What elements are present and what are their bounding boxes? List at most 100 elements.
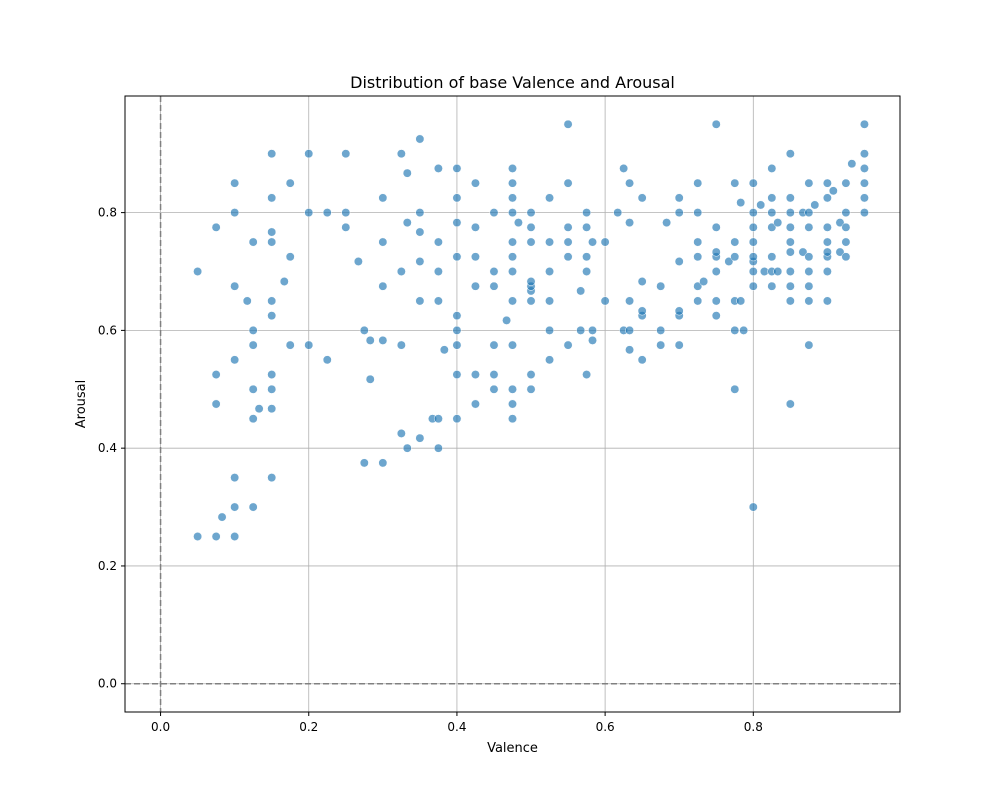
data-point <box>396 149 406 159</box>
data-point <box>785 237 795 247</box>
data-point <box>841 208 851 218</box>
data-point <box>230 178 240 188</box>
data-point <box>822 267 832 276</box>
data-point <box>396 428 406 438</box>
data-point <box>736 296 746 306</box>
data-point <box>724 257 734 266</box>
data-point <box>711 296 721 306</box>
data-point <box>804 222 814 232</box>
data-point <box>402 168 412 178</box>
x-tick-label: 0.0 <box>151 720 170 734</box>
data-point <box>341 208 351 218</box>
data-point <box>859 178 869 188</box>
data-point <box>767 208 777 218</box>
data-point <box>785 296 795 306</box>
data-point <box>730 252 740 262</box>
data-point <box>656 281 666 291</box>
data-point <box>859 119 869 129</box>
data-point <box>759 267 769 276</box>
data-point <box>415 257 425 266</box>
data-point <box>378 458 388 468</box>
data-point <box>756 200 766 210</box>
data-point <box>804 296 814 306</box>
data-point <box>674 208 684 218</box>
data-point <box>693 296 703 306</box>
data-point <box>452 163 462 173</box>
data-point <box>545 193 554 203</box>
data-point <box>822 178 832 188</box>
data-point <box>545 267 554 276</box>
data-point <box>508 267 517 276</box>
data-point <box>804 208 814 218</box>
data-point <box>193 532 203 541</box>
data-point <box>625 218 635 228</box>
data-point <box>322 355 332 365</box>
data-point <box>433 163 443 173</box>
data-point <box>452 325 462 335</box>
chart-title: Distribution of base Valence and Arousal <box>350 73 675 92</box>
data-point <box>828 186 838 196</box>
data-point <box>341 222 351 232</box>
data-point <box>600 296 610 306</box>
data-point <box>471 178 480 188</box>
data-point <box>730 325 740 335</box>
data-point <box>433 267 443 276</box>
data-point <box>582 370 592 380</box>
data-point <box>822 247 832 257</box>
data-point <box>508 193 517 203</box>
data-point <box>711 311 721 321</box>
data-point <box>785 149 795 159</box>
data-point <box>415 227 425 237</box>
data-point <box>748 178 758 188</box>
data-point <box>841 237 851 247</box>
data-point <box>267 311 277 321</box>
data-point <box>341 149 351 159</box>
data-point <box>211 399 221 409</box>
data-point <box>378 193 388 203</box>
data-point <box>600 237 610 247</box>
y-tick-label: 0.8 <box>98 206 117 220</box>
data-point <box>452 414 462 424</box>
data-point <box>711 222 721 232</box>
data-point <box>471 252 480 262</box>
data-point <box>822 193 832 203</box>
y-axis-label: Arousal <box>74 380 89 429</box>
data-point <box>785 281 795 291</box>
data-point <box>785 399 795 409</box>
data-point <box>242 296 252 306</box>
data-point <box>822 222 832 232</box>
data-point <box>502 315 512 325</box>
data-point <box>508 399 517 409</box>
data-point <box>396 340 406 350</box>
data-point <box>576 325 586 335</box>
data-point <box>563 237 573 247</box>
data-point <box>588 335 597 345</box>
data-point <box>513 218 523 228</box>
data-point <box>847 159 857 169</box>
data-point <box>471 281 480 291</box>
data-point <box>767 222 777 232</box>
data-point <box>267 296 277 306</box>
data-point <box>637 193 647 203</box>
data-point <box>489 340 499 350</box>
data-point <box>489 281 499 291</box>
data-point <box>230 355 240 365</box>
data-point <box>619 163 629 173</box>
data-point <box>563 252 573 262</box>
data-point <box>378 335 388 345</box>
data-point <box>674 257 684 266</box>
data-point <box>365 374 375 384</box>
data-point <box>508 414 517 424</box>
data-point <box>254 404 264 414</box>
data-point <box>353 257 363 266</box>
data-point <box>711 119 721 129</box>
data-point <box>402 218 412 228</box>
data-point <box>625 325 635 335</box>
data-point <box>785 208 795 218</box>
data-point <box>452 340 462 350</box>
data-point <box>545 296 554 306</box>
data-point <box>433 237 443 247</box>
